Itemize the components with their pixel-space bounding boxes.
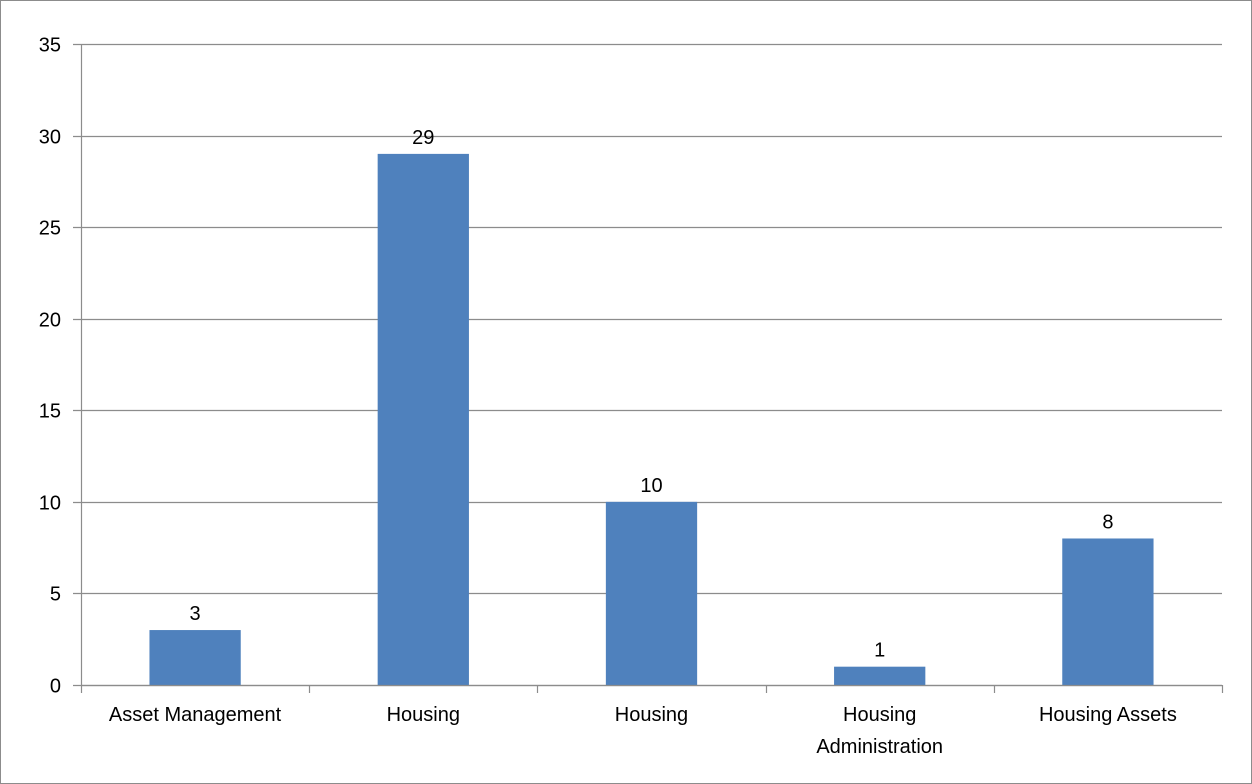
bar-2 [605, 501, 698, 685]
y-tick-label: 25 [39, 218, 61, 240]
x-category-label: Housing [387, 704, 460, 726]
bar-1 [377, 153, 469, 685]
bar-0 [149, 630, 241, 685]
x-category-label: Housing Assets [1039, 704, 1177, 726]
y-tick-label: 30 [39, 127, 61, 149]
x-category-label: Asset Management [109, 704, 282, 726]
data-label: 1 [874, 640, 885, 662]
y-tick-label: 0 [50, 676, 61, 698]
labels: 0 5 10 15 20 25 30 35 3 Asset Management 29 Housing… [39, 35, 1177, 759]
y-tick-label: 20 [39, 310, 61, 332]
y-tick-label: 10 [39, 493, 61, 515]
bars [149, 153, 1154, 685]
y-tick-label: 35 [39, 35, 61, 57]
axes [80, 44, 1224, 693]
data-label: 8 [1102, 511, 1113, 533]
x-category-label: Housing [843, 704, 916, 726]
y-tick-label: 15 [39, 401, 61, 423]
x-category-label: Administration [816, 736, 943, 758]
data-label: 29 [412, 127, 434, 149]
bar-3 [834, 666, 926, 685]
x-category-label: Housing [615, 704, 688, 726]
bar-4 [1062, 538, 1154, 685]
y-tick-label: 5 [50, 584, 61, 606]
data-label: 3 [190, 603, 201, 625]
data-label: 10 [640, 475, 662, 497]
